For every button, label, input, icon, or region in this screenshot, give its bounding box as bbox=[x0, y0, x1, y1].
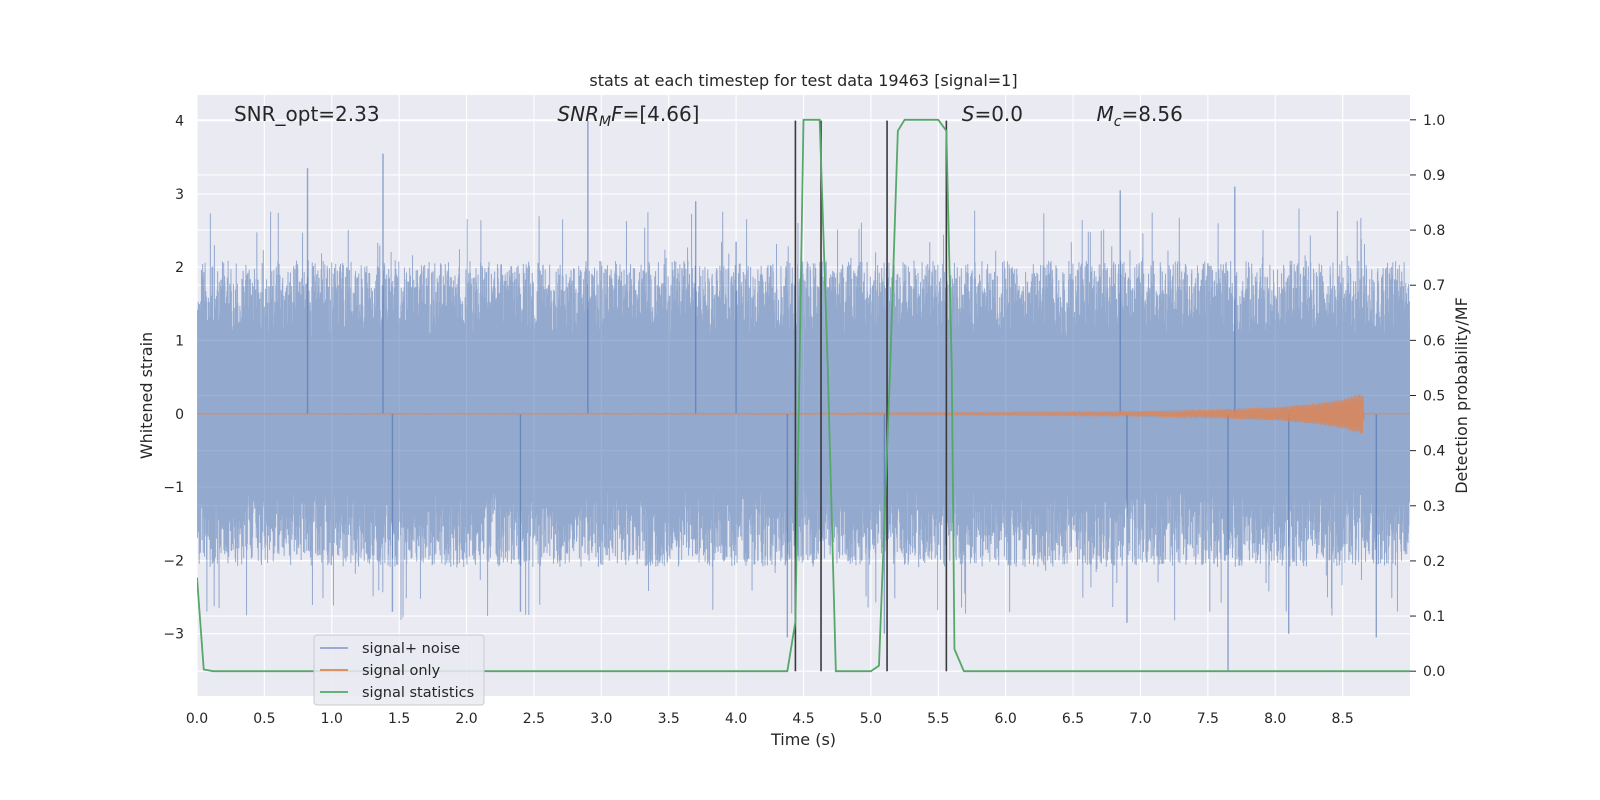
annotations: SNR_opt=2.33 SNRMF=[4.66] S=0.0 Mc=8.56 bbox=[234, 102, 1183, 130]
chart-title: stats at each timestep for test data 194… bbox=[589, 71, 1017, 90]
y-tick-label: −2 bbox=[163, 553, 184, 569]
y2-tick-label: 0.0 bbox=[1423, 664, 1445, 680]
legend-label: signal+ noise bbox=[362, 641, 460, 657]
y2-tick-label: 0.7 bbox=[1423, 278, 1445, 294]
x-tick-label: 3.5 bbox=[658, 711, 680, 727]
x-tick-label: 8.0 bbox=[1264, 711, 1286, 727]
x-axis-label: Time (s) bbox=[770, 730, 836, 749]
x-tick-label: 6.0 bbox=[995, 711, 1017, 727]
x-tick-label: 0.0 bbox=[186, 711, 208, 727]
x-tick-label: 6.5 bbox=[1062, 711, 1084, 727]
y2-tick-label: 0.1 bbox=[1423, 609, 1445, 625]
x-tick-label: 4.0 bbox=[725, 711, 747, 727]
annotation-text: Mc=8.56 bbox=[1097, 102, 1183, 130]
x-axis-ticks: 0.0 0.5 1.0 1.5 2.0 2.5 3.0 3.5 4.0 4.5 5.0 5.5 6.0 6… bbox=[186, 711, 1354, 727]
y2-tick-label: 0.5 bbox=[1423, 389, 1445, 405]
y-tick-label: −1 bbox=[163, 480, 184, 496]
x-tick-label: 5.5 bbox=[927, 711, 949, 727]
series-layer bbox=[197, 118, 1410, 673]
y2-axis-ticks: 0.0 0.1 0.2 0.3 0.4 0.5 0.6 0.7 0.8 0.9 1.0 bbox=[1410, 113, 1445, 680]
legend-box bbox=[313, 634, 485, 706]
annotation-text: SNRMF=[4.66] bbox=[557, 102, 699, 130]
series-signal-statistics bbox=[197, 118, 1410, 673]
series-signal-only bbox=[197, 394, 1410, 434]
y-axis-label: Whitened strain bbox=[137, 332, 156, 459]
x-tick-label: 4.5 bbox=[792, 711, 814, 727]
y2-tick-label: 0.9 bbox=[1423, 168, 1445, 184]
y2-tick-label: 0.2 bbox=[1423, 554, 1445, 570]
y-tick-label: 4 bbox=[175, 114, 184, 130]
y-tick-label: 1 bbox=[175, 334, 184, 350]
y2-tick-label: 0.6 bbox=[1423, 333, 1445, 349]
y-tick-label: 0 bbox=[175, 407, 184, 423]
x-tick-label: 7.0 bbox=[1129, 711, 1151, 727]
y2-tick-label: 0.4 bbox=[1423, 444, 1445, 460]
x-tick-label: 3.0 bbox=[590, 711, 612, 727]
legend-label: signal only bbox=[362, 663, 441, 679]
x-tick-label: 1.5 bbox=[388, 711, 410, 727]
y-tick-label: −3 bbox=[163, 627, 184, 643]
y-tick-label: 2 bbox=[175, 260, 184, 276]
legend: signal+ noise signal only signal statistic… bbox=[313, 634, 485, 706]
x-tick-label: 7.5 bbox=[1197, 711, 1219, 727]
x-tick-label: 0.5 bbox=[253, 711, 275, 727]
y2-tick-label: 1.0 bbox=[1423, 113, 1445, 129]
y2-tick-label: 0.3 bbox=[1423, 499, 1445, 515]
legend-label: signal statistics bbox=[362, 685, 474, 701]
series-signal-noise bbox=[197, 208, 1410, 621]
x-tick-label: 8.5 bbox=[1331, 711, 1353, 727]
y-axis-ticks: −3 −2 −1 0 1 2 3 4 bbox=[163, 114, 184, 643]
x-tick-label: 2.5 bbox=[523, 711, 545, 727]
y-tick-label: 3 bbox=[175, 187, 184, 203]
signal-noise-peaks bbox=[306, 120, 1378, 671]
y2-tick-label: 0.8 bbox=[1423, 223, 1445, 239]
x-tick-label: 5.0 bbox=[860, 711, 882, 727]
annotation-text: SNR_opt=2.33 bbox=[234, 102, 380, 126]
x-tick-label: 1.0 bbox=[321, 711, 343, 727]
x-tick-label: 2.0 bbox=[455, 711, 477, 727]
annotation-text: S=0.0 bbox=[962, 102, 1023, 126]
y2-axis-label: Detection probability/MF bbox=[1452, 297, 1471, 494]
